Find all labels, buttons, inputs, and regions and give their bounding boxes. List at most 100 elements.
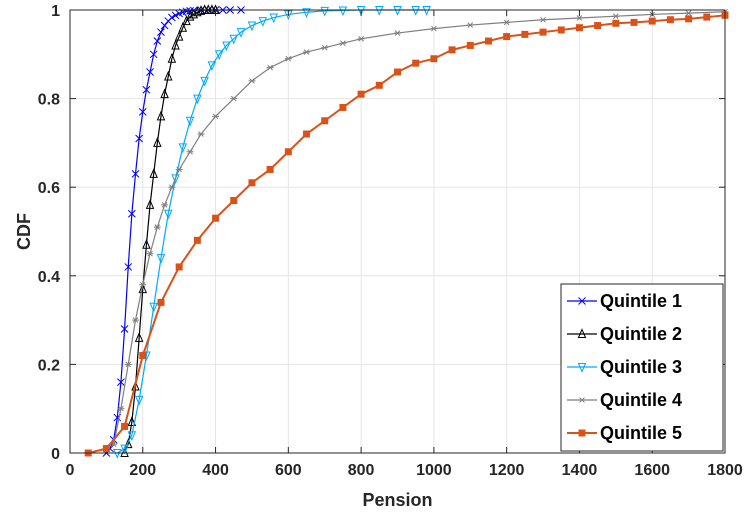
data-point xyxy=(284,148,292,156)
x-tick-label: 1800 xyxy=(707,462,743,479)
marker-stroke xyxy=(161,202,168,208)
data-point xyxy=(666,16,674,24)
marker-stroke xyxy=(146,68,154,76)
data-point xyxy=(222,41,231,52)
data-point xyxy=(357,35,365,42)
y-tick-label: 0.4 xyxy=(38,269,60,286)
legend-item: Quintile 5 xyxy=(567,423,682,443)
data-point xyxy=(430,25,438,32)
data-point xyxy=(189,8,198,19)
data-point xyxy=(466,22,474,28)
data-point xyxy=(321,44,329,51)
data-point xyxy=(503,33,511,41)
data-point xyxy=(269,13,279,24)
marker-stroke xyxy=(168,13,176,22)
data-point xyxy=(168,184,176,191)
marker-stroke xyxy=(321,44,328,51)
data-point xyxy=(685,15,693,23)
marker-stroke xyxy=(160,21,169,30)
data-point xyxy=(302,8,311,18)
marker-stroke xyxy=(118,405,124,412)
data-point xyxy=(124,263,133,271)
data-point xyxy=(236,28,246,38)
marker-stroke xyxy=(467,22,474,28)
data-point xyxy=(149,302,158,313)
legend-marker xyxy=(577,363,587,373)
series-5 xyxy=(84,11,729,457)
data-point xyxy=(612,19,620,27)
data-point xyxy=(630,18,638,26)
data-point xyxy=(123,438,133,449)
data-point xyxy=(448,46,456,54)
data-point xyxy=(557,26,565,34)
marker-stroke xyxy=(169,184,175,191)
data-point xyxy=(178,143,188,154)
data-point xyxy=(117,405,125,412)
data-point xyxy=(248,179,256,187)
x-tick-label: 1200 xyxy=(489,462,525,479)
data-point xyxy=(321,117,329,125)
data-point xyxy=(394,30,401,36)
data-point xyxy=(120,325,129,333)
marker-stroke xyxy=(303,49,310,55)
marker-stroke xyxy=(685,10,692,16)
marker-stroke xyxy=(138,108,147,116)
data-point xyxy=(197,131,205,137)
data-point xyxy=(338,6,348,17)
data-point xyxy=(594,22,602,30)
data-point xyxy=(503,19,511,26)
data-point xyxy=(134,395,144,406)
data-point xyxy=(153,37,162,45)
data-point xyxy=(163,70,173,81)
data-point xyxy=(484,37,492,45)
legend-box xyxy=(560,283,724,452)
data-point xyxy=(539,28,547,36)
data-point xyxy=(102,445,110,453)
marker-stroke xyxy=(613,13,619,20)
marker-stroke xyxy=(135,134,143,143)
data-point xyxy=(135,134,143,143)
marker-stroke xyxy=(132,317,139,323)
marker-stroke xyxy=(579,397,585,403)
data-point xyxy=(156,254,166,264)
marker-stroke xyxy=(576,15,583,21)
legend-item: Quintile 1 xyxy=(567,291,682,311)
marker-stroke xyxy=(176,166,182,173)
data-point xyxy=(230,196,238,204)
marker-stroke xyxy=(578,297,586,305)
legend-marker xyxy=(578,429,586,437)
data-point xyxy=(303,49,311,55)
data-point xyxy=(145,199,155,209)
legend-label: Quintile 1 xyxy=(600,291,682,311)
data-point xyxy=(200,76,209,87)
x-tick-label: 800 xyxy=(348,462,375,479)
data-point xyxy=(127,416,137,426)
marker-stroke xyxy=(249,78,255,84)
data-point xyxy=(175,263,183,271)
data-point xyxy=(156,110,166,121)
data-point xyxy=(117,378,125,386)
data-point xyxy=(229,34,239,45)
data-point xyxy=(178,21,188,32)
marker-stroke xyxy=(503,19,510,26)
data-point xyxy=(124,361,132,368)
data-point xyxy=(248,78,256,84)
marker-stroke xyxy=(187,148,193,155)
data-point xyxy=(193,236,201,244)
marker-stroke xyxy=(147,250,153,257)
data-point xyxy=(430,55,438,63)
marker-stroke xyxy=(267,64,273,71)
data-point xyxy=(157,28,165,37)
data-point xyxy=(703,13,711,21)
marker-stroke xyxy=(125,361,132,368)
marker-stroke xyxy=(431,25,437,32)
series-line xyxy=(124,9,216,454)
y-tick-label: 1 xyxy=(51,3,60,20)
data-point xyxy=(539,16,547,23)
data-point xyxy=(134,332,144,342)
marker-stroke xyxy=(230,95,237,102)
data-point xyxy=(394,68,401,76)
x-tick-label: 400 xyxy=(202,462,229,479)
data-point xyxy=(521,30,529,38)
